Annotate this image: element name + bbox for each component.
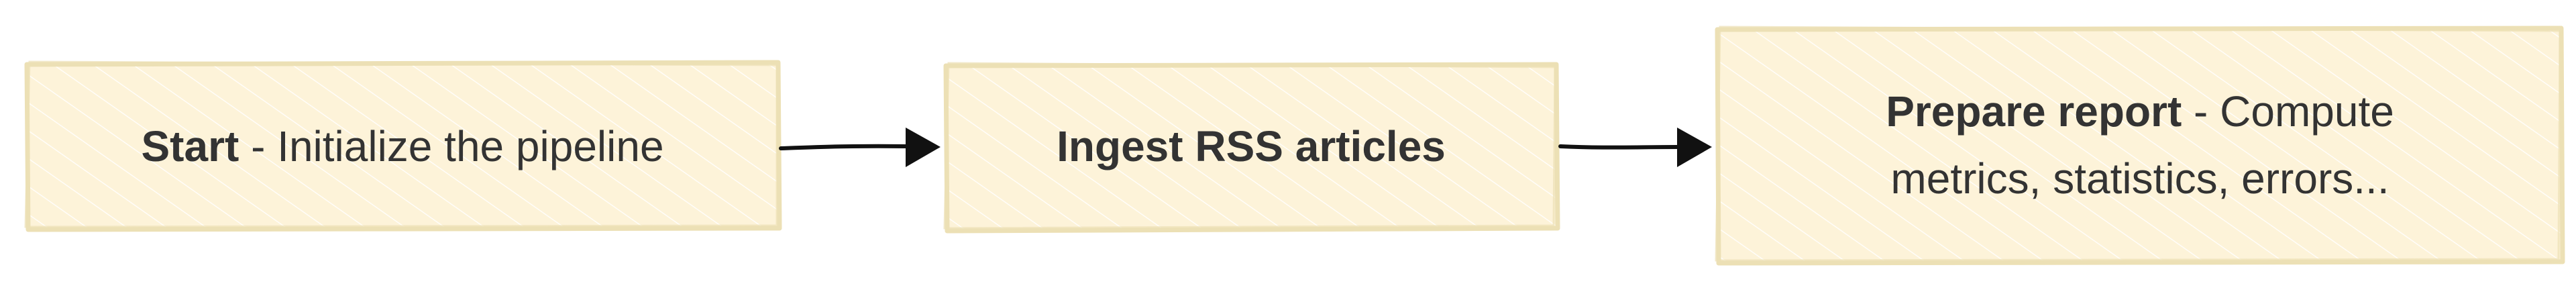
arrowhead-icon xyxy=(1677,128,1712,167)
node-ingest-label: Ingest RSS articles xyxy=(1057,113,1446,180)
node-start-description: Initialize the pipeline xyxy=(277,121,664,170)
node-ingest: Ingest RSS articles xyxy=(946,64,1556,228)
node-ingest-title: Ingest RSS articles xyxy=(1057,121,1446,170)
node-report-description: Compute metrics, statistics, errors... xyxy=(1890,87,2394,203)
node-report: Prepare report - Compute metrics, statis… xyxy=(1717,28,2563,262)
node-report-label: Prepare report - Compute metrics, statis… xyxy=(1838,78,2442,212)
node-box-start xyxy=(24,60,782,232)
node-box-report xyxy=(1715,26,2565,266)
node-box-ingest xyxy=(943,62,1560,234)
node-start-label: Start - Initialize the pipeline xyxy=(141,113,663,180)
node-start-separator: - xyxy=(239,121,278,170)
edge-ingest-to-report xyxy=(1558,128,1712,167)
node-start-title: Start xyxy=(141,121,239,170)
edge-start-to-ingest xyxy=(779,128,941,167)
node-report-title: Prepare report xyxy=(1886,87,2182,136)
node-start: Start - Initialize the pipeline xyxy=(27,64,778,228)
arrowhead-icon xyxy=(906,128,941,167)
node-report-separator: - xyxy=(2182,87,2220,136)
